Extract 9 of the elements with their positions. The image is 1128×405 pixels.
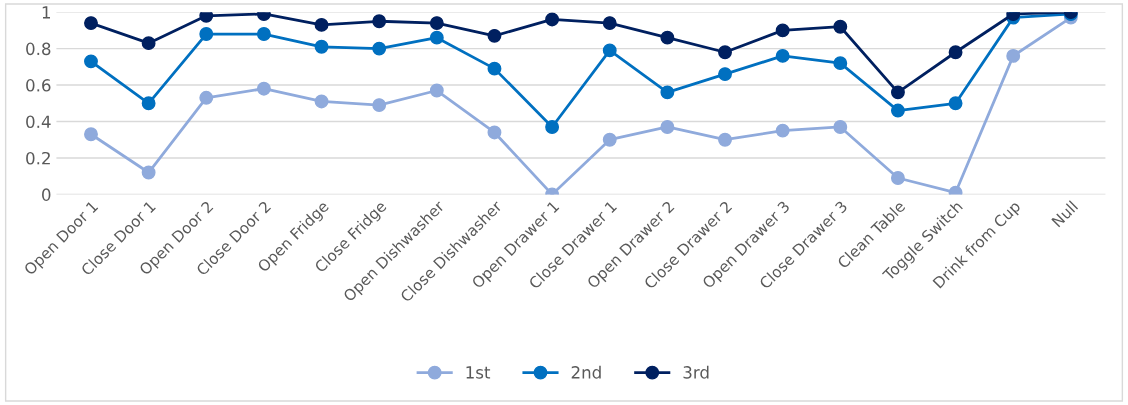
y-tick-label: 0 (42, 188, 51, 201)
y-tick-label: 0.2 (26, 151, 50, 165)
y-tick-label: 0.6 (26, 79, 51, 92)
legend-label: 3rd (683, 365, 709, 379)
y-tick-label: 0.8 (26, 42, 51, 56)
y-tick-label: 0.4 (26, 115, 51, 129)
legend-label: 2nd (571, 365, 601, 379)
y-tick-label: 1 (42, 6, 50, 19)
legend-label: 1st (466, 366, 491, 379)
